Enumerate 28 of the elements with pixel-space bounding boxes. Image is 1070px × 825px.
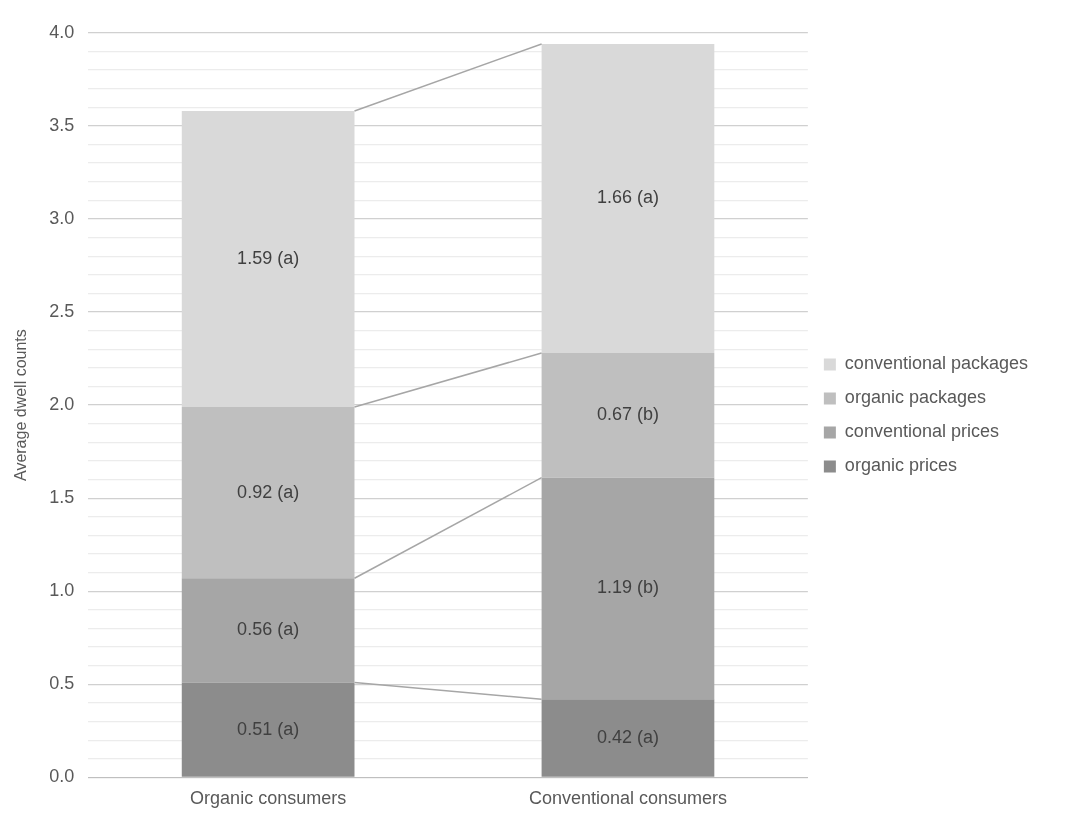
- y-tick-label: 1.0: [49, 580, 75, 601]
- data-label: 0.67 (b): [596, 404, 659, 425]
- y-axis-title: Average dwell counts: [12, 329, 30, 481]
- data-label: 1.19 (b): [596, 577, 659, 598]
- data-label: 0.51 (a): [237, 718, 300, 739]
- y-tick-label: 1.5: [49, 487, 75, 508]
- bar: [541, 699, 715, 777]
- bar: [181, 406, 355, 579]
- data-label: 1.66 (a): [596, 187, 659, 208]
- y-tick-label: 3.0: [49, 207, 75, 228]
- y-tick-label: 2.5: [49, 300, 75, 321]
- y-tick-label: 0.0: [49, 766, 75, 787]
- legend-label: organic prices: [844, 455, 957, 476]
- y-tick-label: 3.5: [49, 114, 75, 135]
- data-label: 1.59 (a): [237, 247, 300, 268]
- legend-label: conventional prices: [844, 421, 999, 442]
- x-tick-label: Conventional consumers: [528, 788, 728, 809]
- y-tick-label: 4.0: [49, 21, 75, 42]
- bar: [181, 682, 355, 777]
- data-label: 0.92 (a): [237, 481, 300, 502]
- bar: [541, 352, 715, 478]
- data-label: 0.42 (a): [596, 726, 659, 747]
- y-tick-label: 0.5: [49, 673, 75, 694]
- legend-label: organic packages: [844, 387, 986, 408]
- x-tick-label: Organic consumers: [190, 788, 347, 809]
- legend-label: conventional packages: [844, 353, 1029, 374]
- data-label: 0.56 (a): [237, 619, 300, 640]
- y-tick-label: 2.0: [49, 394, 75, 415]
